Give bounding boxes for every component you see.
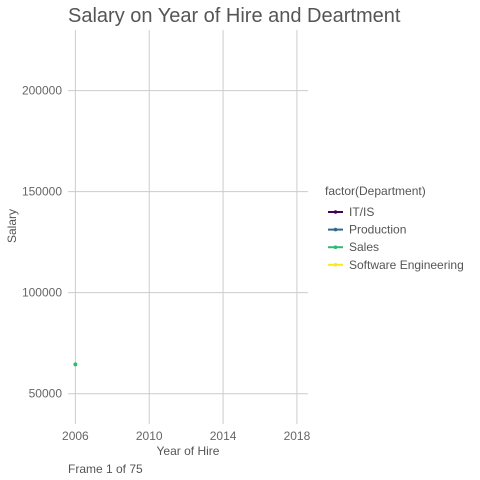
legend-entry: Software Engineering <box>328 258 464 272</box>
legend-title: factor(Department) <box>325 184 426 198</box>
y-tick-label: 50000 <box>29 387 63 401</box>
legend-label: IT/IS <box>349 205 374 219</box>
legend-label: Production <box>349 223 406 237</box>
y-tick-label: 200000 <box>22 84 62 98</box>
data-point <box>73 362 77 366</box>
frame-caption: Frame 1 of 75 <box>68 462 143 476</box>
x-tick-label: 2014 <box>210 429 237 443</box>
grid-lines <box>68 30 308 424</box>
x-tick-label: 2010 <box>136 429 163 443</box>
legend-entry: IT/IS <box>328 205 374 219</box>
y-tick-label: 150000 <box>22 185 62 199</box>
series-sales <box>73 362 77 366</box>
y-axis-title: Salary <box>5 209 19 243</box>
legend-key-point <box>334 263 338 267</box>
legend-key-point <box>334 245 338 249</box>
legend-entry: Production <box>328 223 406 237</box>
series-layer <box>73 362 77 366</box>
chart-title: Salary on Year of Hire and Deartment <box>68 5 401 27</box>
legend-key-point <box>334 210 338 214</box>
legend-entry: Sales <box>328 240 379 254</box>
legend: factor(Department) IT/IS Production Sales S… <box>325 184 464 272</box>
x-tick-label: 2006 <box>62 429 89 443</box>
legend-key-point <box>334 228 338 232</box>
legend-entries: IT/IS Production Sales Software Engineering <box>328 205 464 272</box>
legend-label: Sales <box>349 240 379 254</box>
y-tick-labels: 50000 100000 150000 200000 <box>22 84 62 401</box>
x-tick-labels: 2006 2010 2014 2018 <box>62 429 311 443</box>
y-tick-label: 100000 <box>22 286 62 300</box>
x-tick-label: 2018 <box>284 429 311 443</box>
legend-label: Software Engineering <box>349 258 464 272</box>
x-axis-title: Year of Hire <box>157 444 220 458</box>
